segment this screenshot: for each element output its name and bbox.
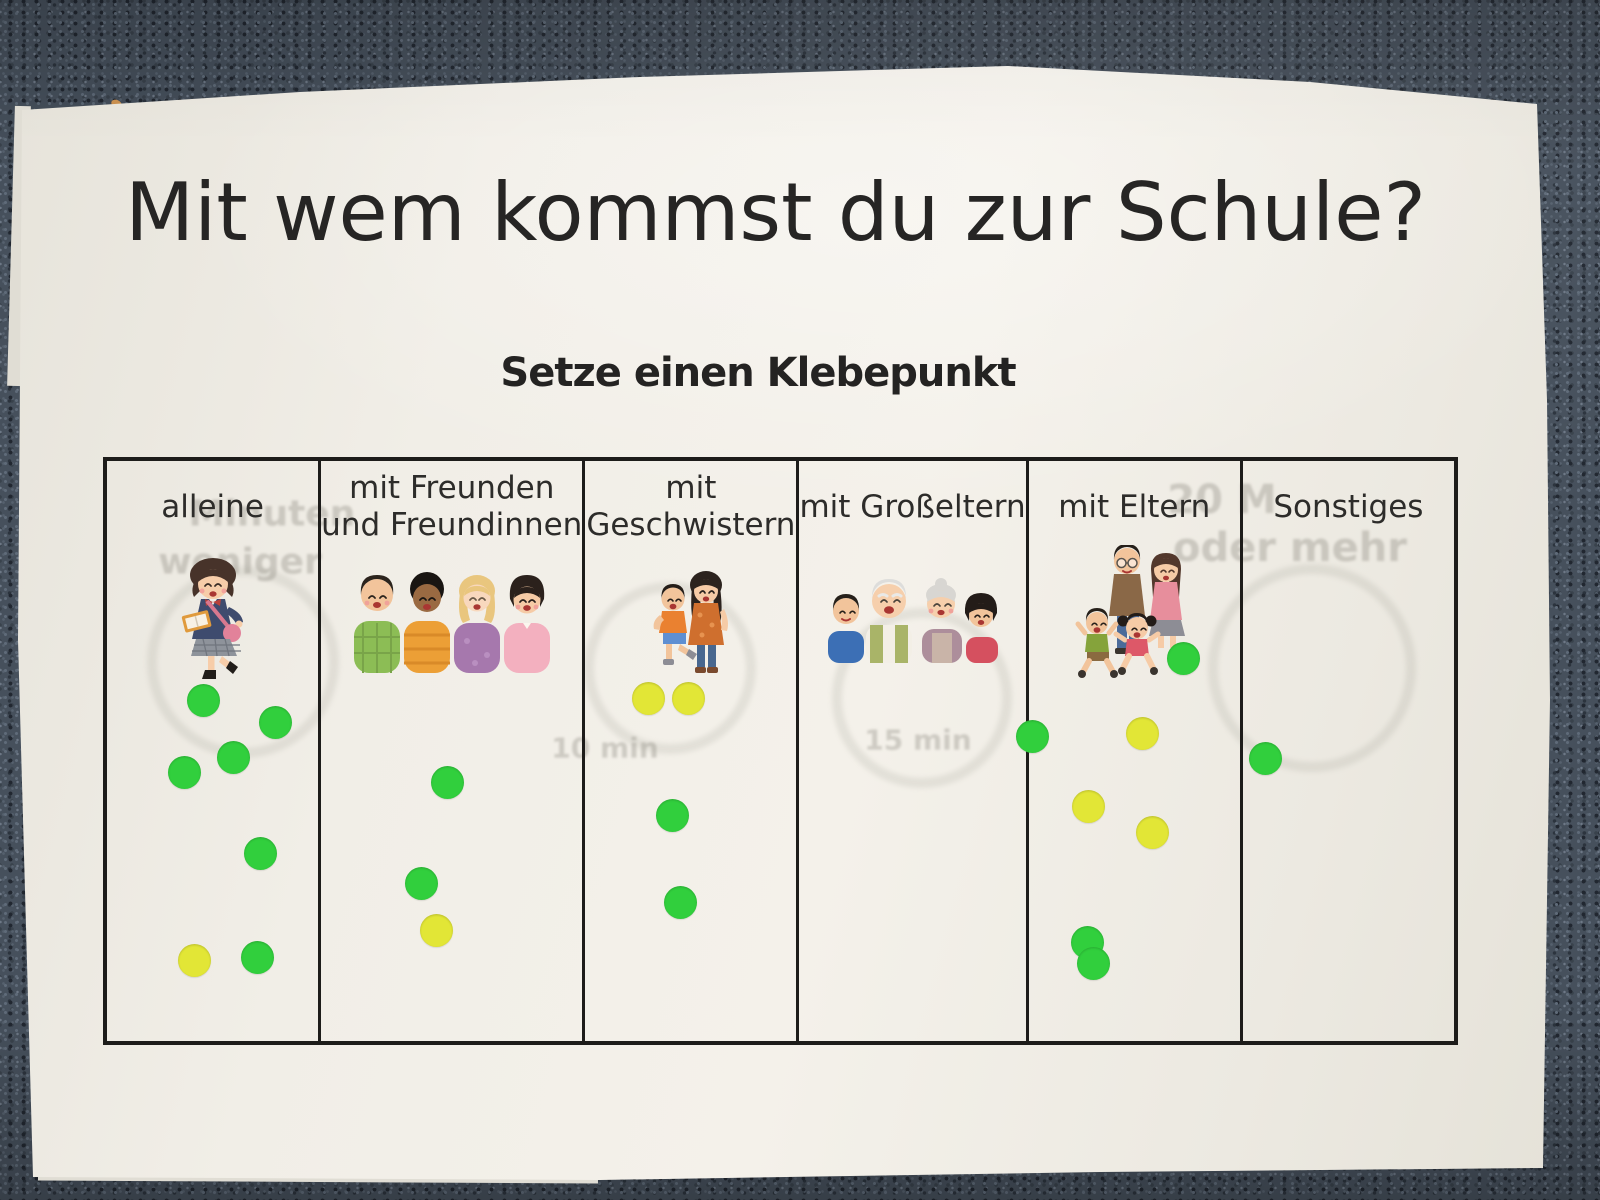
illustration-friends-group (321, 561, 582, 673)
survey-table: alleine (103, 457, 1458, 1045)
column-header: mit Eltern (1058, 488, 1211, 525)
poster-subtitle: Setze einen Klebepunkt (500, 350, 1016, 396)
column-alleine: alleine (107, 461, 322, 1041)
poster-title: Mit wem kommst du zur Schule? (125, 166, 1426, 259)
column-mit-grosseltern: mit Großeltern (799, 461, 1029, 1041)
illustration-grandparents (799, 567, 1025, 663)
column-header: mit Geschwistern (586, 470, 796, 543)
column-mit-eltern: mit Eltern (1029, 461, 1243, 1041)
ghost-show-through-text: 20 M (1167, 477, 1277, 523)
illustration-siblings (585, 561, 796, 685)
ghost-show-through-text: oder mehr (1173, 525, 1407, 571)
column-mit-geschwistern: mit Geschwistern (585, 461, 800, 1041)
illustration-family (1029, 545, 1240, 683)
ghost-show-through-text: Minuten (188, 493, 356, 535)
column-header: mit Freunden und Freundinnen (321, 470, 583, 543)
ghost-show-through-circle (832, 608, 1012, 788)
column-header: Sonstiges (1273, 488, 1424, 525)
column-header: alleine (161, 488, 264, 525)
column-sonstiges: Sonstiges (1243, 461, 1454, 1041)
column-mit-freunden: mit Freunden und Freundinnen (321, 461, 586, 1041)
illustration-schoolgirl (107, 553, 318, 691)
column-header: mit Großeltern (799, 488, 1026, 525)
ghost-show-through-circle (1208, 564, 1416, 772)
